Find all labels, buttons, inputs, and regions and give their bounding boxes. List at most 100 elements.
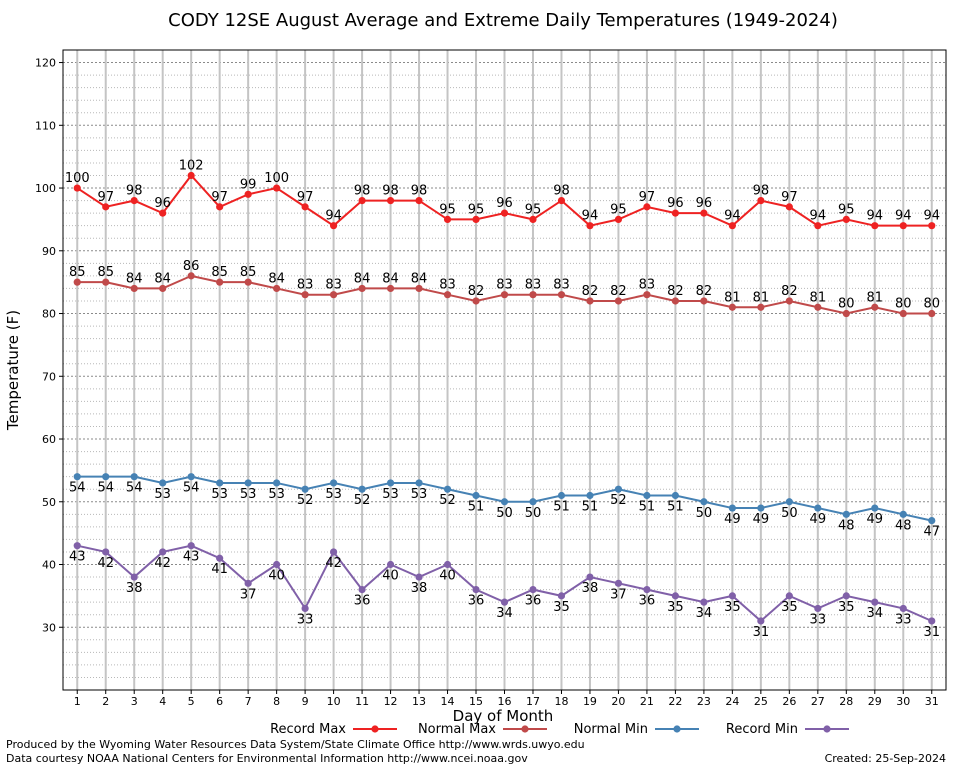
data-label: 98 <box>382 184 399 199</box>
data-point <box>130 473 138 481</box>
data-point <box>529 215 537 224</box>
data-point <box>500 291 509 299</box>
data-point <box>159 548 167 556</box>
x-tick-label: 10 <box>327 695 341 708</box>
data-label: 86 <box>183 259 200 274</box>
data-label: 43 <box>69 550 86 565</box>
data-point <box>415 573 423 581</box>
data-label: 50 <box>525 506 542 521</box>
data-point <box>614 215 623 224</box>
data-label: 53 <box>211 487 228 502</box>
y-tick-label: 60 <box>42 433 56 446</box>
data-point <box>187 542 195 550</box>
y-axis-label: Temperature (F) <box>4 310 22 431</box>
data-label: 35 <box>781 600 798 615</box>
data-point <box>643 203 651 211</box>
data-point <box>842 510 850 518</box>
data-point <box>785 203 793 211</box>
data-point <box>757 617 765 625</box>
data-point <box>814 604 822 613</box>
data-label: 51 <box>468 499 485 514</box>
legend-marker <box>823 725 831 733</box>
x-tick-label: 16 <box>498 695 512 708</box>
data-label: 53 <box>154 487 171 502</box>
data-label: 82 <box>468 284 485 299</box>
x-tick-label: 8 <box>273 695 280 708</box>
data-label: 94 <box>582 209 599 224</box>
data-point <box>643 291 651 299</box>
data-point <box>500 498 509 506</box>
data-label: 33 <box>297 612 314 627</box>
data-label: 38 <box>582 581 599 596</box>
x-tick-label: 3 <box>131 695 138 708</box>
data-label: 49 <box>867 512 884 527</box>
x-tick-label: 27 <box>811 695 825 708</box>
data-point <box>586 573 594 581</box>
y-tick-label: 110 <box>35 119 56 132</box>
chart-title: CODY 12SE August Average and Extreme Dai… <box>168 10 838 31</box>
data-point <box>73 473 81 481</box>
data-point <box>586 491 594 500</box>
x-tick-label: 14 <box>441 695 455 708</box>
data-label: 96 <box>496 196 513 211</box>
data-point <box>472 215 480 224</box>
series-record-max: 100 97 98 96 102 97 99 100 97 94 98 98 98 95 95 96 95 98 9… <box>65 158 940 230</box>
footer-created-date: Created: 25-Sep-2024 <box>824 752 946 765</box>
data-label: 80 <box>895 297 912 312</box>
data-label: 98 <box>126 184 143 199</box>
legend-label: Normal Max <box>418 722 496 737</box>
data-label: 94 <box>895 209 912 224</box>
data-label: 36 <box>639 594 656 609</box>
data-point <box>358 485 366 493</box>
data-point <box>102 278 110 286</box>
data-point <box>443 485 452 493</box>
data-point <box>899 222 907 230</box>
data-point <box>928 617 936 625</box>
data-point <box>329 479 338 487</box>
data-label: 84 <box>126 271 143 286</box>
data-label: 53 <box>325 487 342 502</box>
x-tick-label: 22 <box>668 695 682 708</box>
data-point <box>159 479 167 487</box>
x-tick-label: 1 <box>74 695 81 708</box>
x-tick-label: 6 <box>216 695 223 708</box>
data-point <box>415 284 423 293</box>
x-tick-label: 13 <box>412 695 426 708</box>
legend-label: Normal Min <box>574 722 648 737</box>
data-point <box>814 303 822 311</box>
data-label: 83 <box>439 278 456 293</box>
y-tick-label: 120 <box>35 57 56 70</box>
data-label: 51 <box>639 499 656 514</box>
data-point <box>273 184 281 192</box>
data-point <box>301 291 309 299</box>
data-point <box>728 504 736 512</box>
data-point <box>102 548 110 556</box>
data-point <box>643 586 651 594</box>
data-label: 81 <box>724 290 741 305</box>
data-label: 53 <box>411 487 428 502</box>
x-tick-label: 4 <box>159 695 166 708</box>
data-point <box>871 504 879 512</box>
x-tick-label: 29 <box>868 695 882 708</box>
data-point <box>586 222 594 230</box>
data-point <box>814 222 822 230</box>
y-tick-label: 40 <box>42 559 56 572</box>
data-label: 38 <box>126 581 143 596</box>
data-point <box>443 560 452 569</box>
data-point <box>216 479 224 487</box>
data-point <box>586 297 594 305</box>
data-label: 37 <box>610 587 627 602</box>
data-label: 83 <box>553 278 570 293</box>
x-tick-label: 20 <box>611 695 625 708</box>
data-label: 42 <box>154 556 171 571</box>
data-point <box>301 203 309 211</box>
data-point <box>386 560 395 569</box>
legend-item: Record Max <box>270 722 397 737</box>
legend: Record Max Normal Max Normal Min Record Min <box>270 722 849 737</box>
data-point <box>842 309 850 318</box>
data-label: 34 <box>867 606 884 621</box>
data-point <box>500 598 509 606</box>
data-point <box>102 473 110 481</box>
data-label: 38 <box>411 581 428 596</box>
